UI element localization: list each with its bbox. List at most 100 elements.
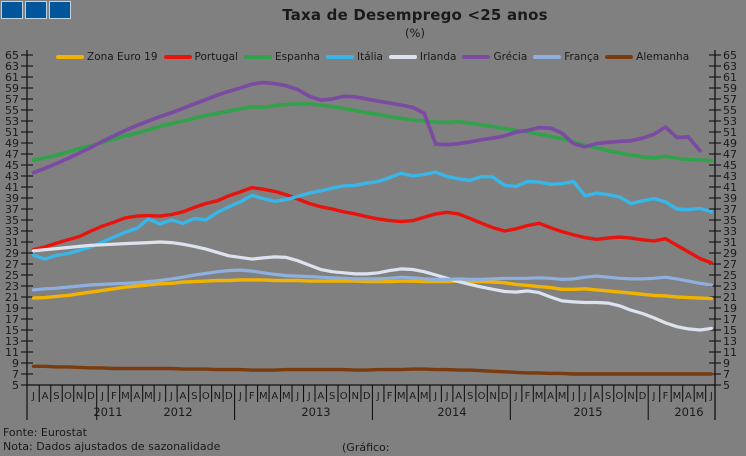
legend-swatch	[56, 55, 84, 59]
series-line-espanha	[31, 102, 714, 163]
y-tick-label-left: 5	[12, 379, 19, 392]
month-tick-label: D	[363, 391, 371, 402]
y-tick-label-left: 55	[5, 104, 19, 117]
y-tick-label-right: 31	[723, 236, 737, 249]
legend-label: Itália	[357, 51, 383, 63]
source-note: Fonte: Eurostat	[3, 426, 87, 439]
y-tick-label-left: 33	[5, 225, 19, 238]
y-tick-label-right: 51	[723, 126, 737, 139]
month-tick-label: M	[558, 391, 567, 402]
y-tick-label-left: 17	[5, 313, 19, 326]
month-tick-label: M	[121, 391, 130, 402]
month-tick-label: N	[76, 391, 83, 402]
month-tick-label: D	[501, 391, 509, 402]
y-tick-label-left: 53	[5, 115, 19, 128]
year-label: 2016	[674, 405, 703, 419]
year-label: 2011	[93, 405, 122, 419]
month-tick-label: M	[673, 391, 682, 402]
y-tick-label-right: 7	[723, 368, 730, 381]
month-tick-label: A	[455, 391, 462, 402]
month-tick-label: J	[295, 391, 299, 402]
month-tick-label: J	[307, 391, 311, 402]
y-tick-label-right: 63	[723, 60, 737, 73]
legend-label: Irlanda	[419, 51, 457, 63]
legend-item-irlanda: Irlanda	[388, 51, 457, 63]
y-tick-label-right: 43	[723, 170, 737, 183]
month-tick-label: N	[489, 391, 496, 402]
legend-label: Portugal	[194, 51, 239, 63]
y-tick-label-right: 59	[723, 82, 737, 95]
month-tick-label: M	[397, 391, 406, 402]
y-tick-label-right: 53	[723, 115, 737, 128]
y-tick-label-left: 15	[5, 324, 19, 337]
month-tick-label: S	[53, 391, 59, 402]
legend-item-portugal: Portugal	[163, 51, 239, 63]
month-tick-label: N	[351, 391, 358, 402]
y-tick-label-right: 13	[723, 335, 737, 348]
y-tick-label-left: 49	[5, 137, 19, 150]
y-tick-label-right: 55	[723, 104, 737, 117]
y-tick-label-right: 35	[723, 214, 737, 227]
legend-swatch	[462, 55, 491, 59]
legend-item-frança: França	[533, 51, 599, 63]
y-tick-label-left: 23	[5, 280, 19, 293]
series-line-grécia	[31, 80, 702, 175]
legend-item-grécia: Grécia	[462, 51, 527, 63]
y-tick-label-right: 47	[723, 148, 737, 161]
y-tick-label-right: 57	[723, 93, 737, 106]
month-tick-label: S	[605, 391, 611, 402]
month-tick-label: J	[376, 391, 380, 402]
month-tick-label: F	[525, 391, 531, 402]
series-line-alemanha	[31, 364, 714, 376]
grafico-note: (Gráfico:	[342, 441, 390, 454]
month-tick-label: A	[317, 391, 324, 402]
y-tick-label-left: 9	[12, 357, 19, 370]
y-tick-label-left: 13	[5, 335, 19, 348]
month-tick-label: A	[547, 391, 554, 402]
legend-swatch	[605, 55, 634, 59]
month-tick-label: N	[627, 391, 634, 402]
year-label: 2012	[163, 405, 192, 419]
legend-label: Zona Euro 19	[87, 51, 158, 63]
y-tick-label-right: 29	[723, 247, 737, 260]
series-line-itália	[31, 170, 714, 261]
legend-item-zona-euro-19: Zona Euro 19	[56, 51, 158, 63]
month-tick-label: O	[64, 391, 72, 402]
chart-subtitle: (%)	[405, 26, 425, 40]
y-tick-label-right: 11	[723, 346, 737, 359]
month-tick-label: J	[157, 391, 161, 402]
y-tick-label-left: 7	[12, 368, 19, 381]
legend-label: Espanha	[275, 51, 320, 63]
y-tick-label-left: 37	[5, 203, 19, 216]
y-tick-label-left: 45	[5, 159, 19, 172]
y-tick-label-left: 41	[5, 181, 19, 194]
month-tick-label: D	[225, 391, 233, 402]
series-line-frança	[31, 268, 713, 292]
y-tick-label-left: 11	[5, 346, 19, 359]
y-tick-label-left: 25	[5, 269, 19, 282]
month-tick-label: J	[514, 391, 518, 402]
month-tick-label: F	[387, 391, 393, 402]
month-tick-label: A	[271, 391, 278, 402]
month-tick-label: M	[259, 391, 268, 402]
y-tick-label-right: 19	[723, 302, 737, 315]
y-tick-label-right: 45	[723, 159, 737, 172]
month-tick-label: J	[709, 391, 713, 402]
month-tick-label: N	[214, 391, 221, 402]
year-label: 2014	[437, 405, 466, 419]
month-tick-label: M	[535, 391, 544, 402]
y-tick-label-left: 19	[5, 302, 19, 315]
y-tick-label-right: 61	[723, 71, 737, 84]
month-tick-label: M	[696, 391, 705, 402]
year-label: 2015	[573, 405, 602, 419]
y-tick-label-right: 21	[723, 291, 737, 304]
legend-swatch	[326, 55, 354, 59]
month-tick-label: J	[571, 391, 575, 402]
month-tick-label: A	[133, 391, 140, 402]
y-tick-label-left: 51	[5, 126, 19, 139]
month-tick-label: O	[616, 391, 624, 402]
y-tick-label-right: 27	[723, 258, 737, 271]
month-tick-label: S	[191, 391, 197, 402]
legend-swatch	[388, 55, 417, 59]
